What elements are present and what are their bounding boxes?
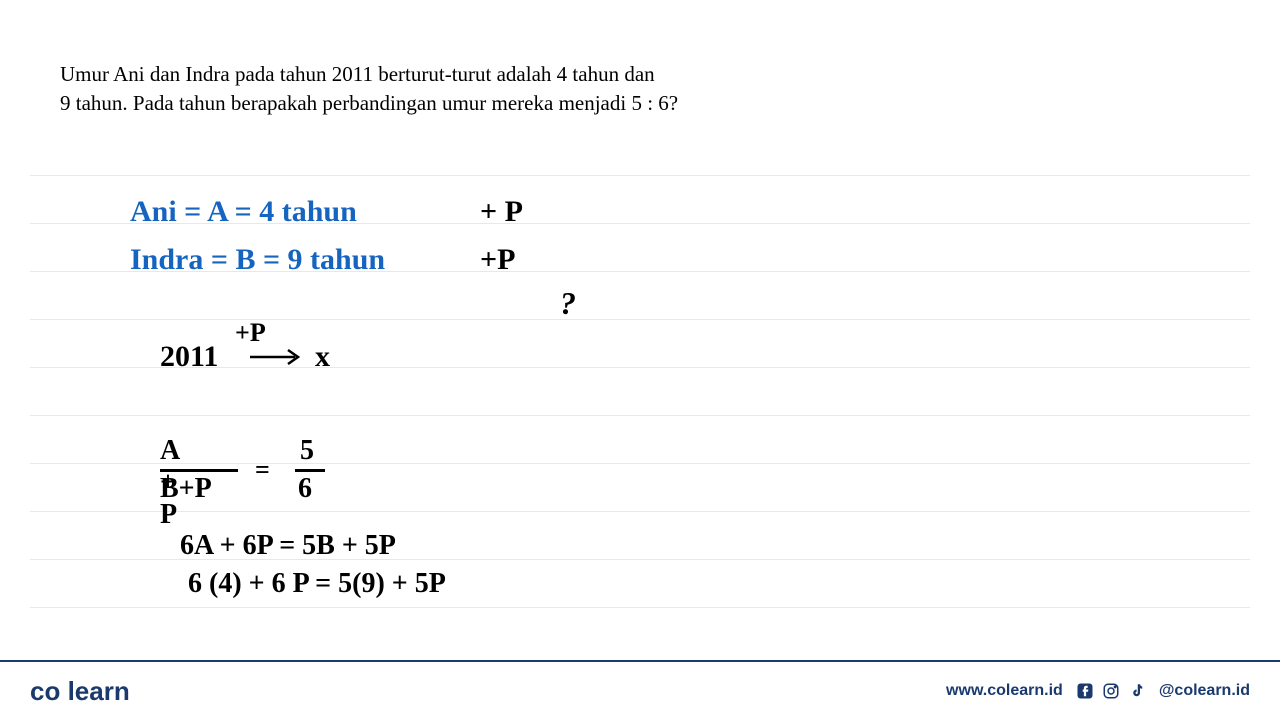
tiktok-icon: [1127, 681, 1147, 701]
facebook-icon: [1075, 681, 1095, 701]
ani-plus-p: + P: [480, 195, 523, 229]
fraction-denominator-2: 6: [298, 473, 312, 505]
ruled-line: [30, 463, 1250, 464]
footer: co learn www.colearn.id @colearn.id: [0, 660, 1280, 720]
ruled-line: [30, 175, 1250, 176]
question-text: Umur Ani dan Indra pada tahun 2011 bertu…: [60, 60, 678, 119]
indra-equation: Indra = B = 9 tahun: [130, 243, 385, 277]
footer-url: www.colearn.id: [946, 682, 1063, 700]
ruled-line: [30, 511, 1250, 512]
footer-right: www.colearn.id @colearn.id: [946, 681, 1250, 701]
question-line-1: Umur Ani dan Indra pada tahun 2011 bertu…: [60, 60, 678, 89]
question-line-2: 9 tahun. Pada tahun berapakah perbanding…: [60, 89, 678, 118]
ani-equation: Ani = A = 4 tahun: [130, 195, 357, 229]
ruled-line: [30, 415, 1250, 416]
equals-sign: =: [255, 455, 270, 485]
social-icons: [1075, 681, 1147, 701]
arrow-icon: [250, 347, 310, 367]
question-mark: ?: [560, 285, 576, 322]
footer-handle: @colearn.id: [1159, 682, 1250, 700]
instagram-icon: [1101, 681, 1121, 701]
year-2011: 2011: [160, 340, 218, 374]
logo-co: co: [30, 676, 60, 706]
ruled-line: [30, 607, 1250, 608]
fraction-denominator-1: B+P: [160, 473, 212, 505]
fraction-bar-2: [295, 469, 325, 472]
indra-plus-p: +P: [480, 243, 515, 277]
fraction-bar-1: [160, 469, 238, 472]
logo-dot: [60, 676, 67, 706]
expansion-line-2: 6 (4) + 6 P = 5(9) + 5P: [188, 568, 446, 600]
expansion-line-1: 6A + 6P = 5B + 5P: [180, 530, 396, 562]
x-variable: x: [315, 340, 330, 374]
tp-label: +P: [235, 318, 266, 348]
fraction-numerator-2: 5: [300, 435, 314, 467]
workspace: Ani = A = 4 tahun + P Indra = B = 9 tahu…: [30, 175, 1250, 640]
logo: co learn: [30, 676, 130, 707]
logo-learn: learn: [68, 676, 130, 706]
ruled-line: [30, 319, 1250, 320]
